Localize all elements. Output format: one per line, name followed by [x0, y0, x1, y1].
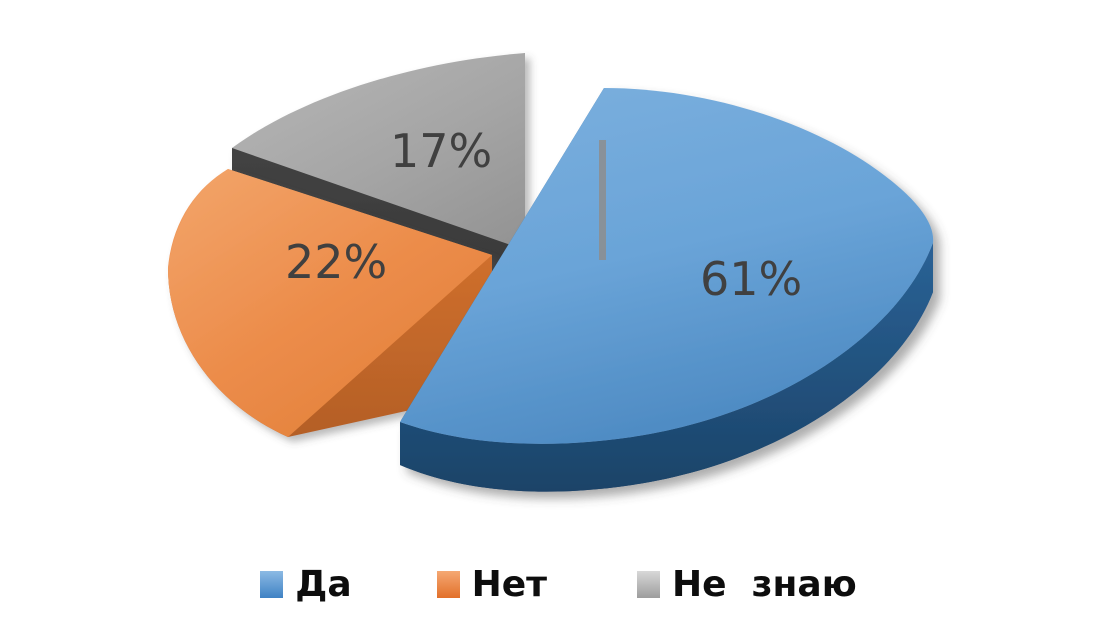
legend-item-net[interactable]: Нет [436, 563, 548, 605]
legend-item-ne-znayu[interactable]: Не знаю [637, 563, 857, 605]
legend-swatch-net [436, 571, 460, 598]
pie-label-da: 61% [700, 252, 802, 306]
pie-slice-da[interactable] [400, 88, 934, 492]
chart-legend: Да Нет Не знаю [0, 552, 1117, 617]
pie-label-net: 22% [285, 235, 387, 289]
legend-label-ne-znayu: Не знаю [672, 563, 857, 605]
pie-label-ne-znayu: 17% [390, 124, 492, 178]
pie-slice-net[interactable] [168, 169, 492, 437]
legend-swatch-ne-znayu [637, 571, 661, 598]
pie-slice-da-rim [400, 243, 933, 492]
legend-label-da: Да [295, 563, 352, 605]
legend-label-net: Нет [471, 563, 548, 605]
legend-swatch-da [260, 571, 284, 598]
pie-slice-ne-znayu-top [232, 53, 525, 250]
pie-slice-da-left-edge [599, 140, 606, 260]
pie-slice-ne-znayu[interactable] [232, 53, 525, 292]
pie-slice-net-top-face [168, 169, 492, 437]
legend-item-da[interactable]: Да [260, 563, 352, 605]
pie-slice-da-top [400, 88, 934, 444]
